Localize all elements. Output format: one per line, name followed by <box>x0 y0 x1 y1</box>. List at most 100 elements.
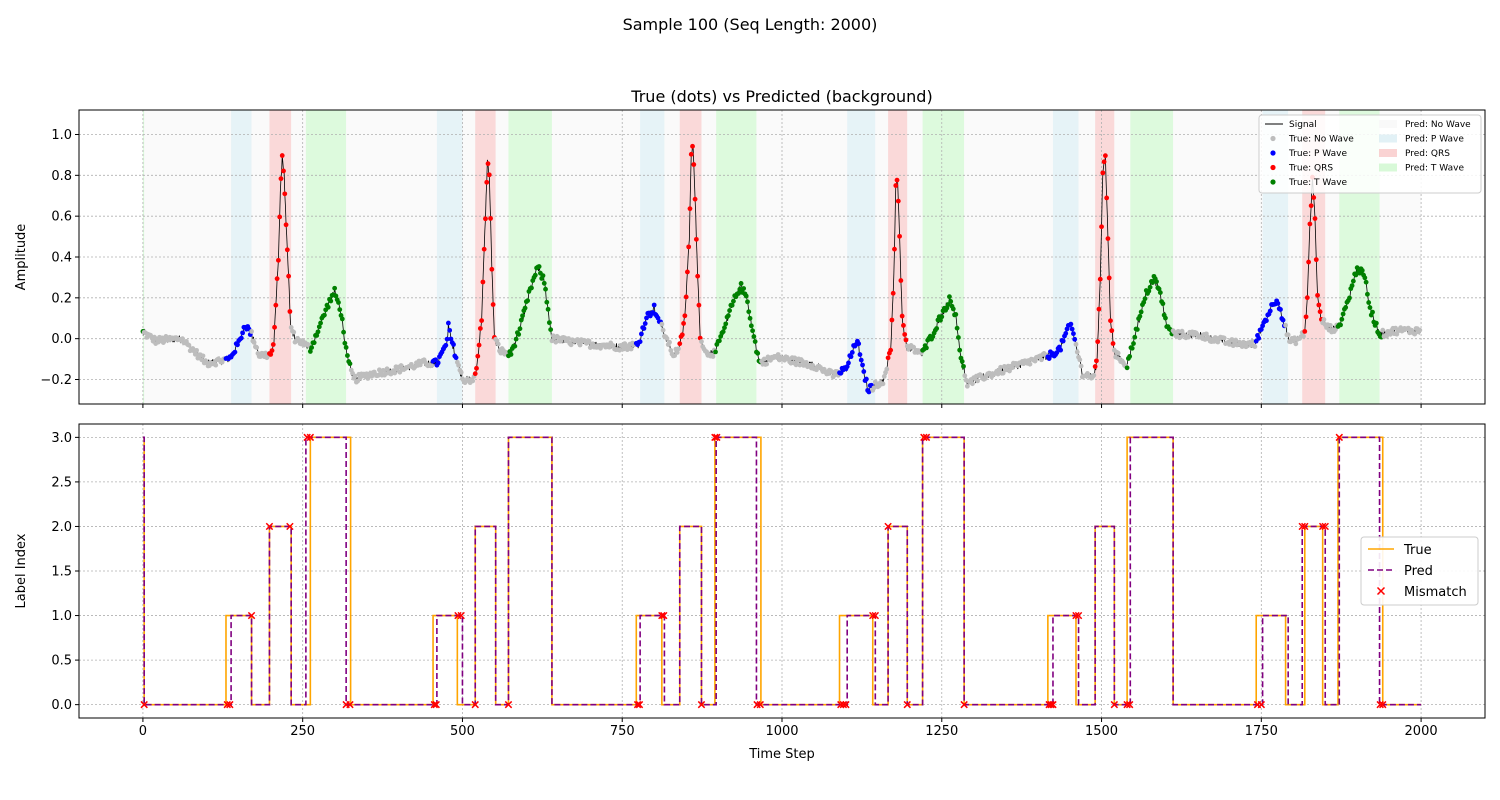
true-no-wave-dot <box>1293 341 1299 347</box>
true-no-wave-dot <box>624 347 630 353</box>
legend-label: Signal <box>1289 120 1317 130</box>
true-t-wave-dot <box>750 328 755 334</box>
true-no-wave-dot <box>995 371 1001 377</box>
true-p-wave-dot <box>1068 321 1074 327</box>
true-no-wave-dot <box>192 351 198 357</box>
true-p-wave-dot <box>655 315 661 321</box>
true-no-wave-dot <box>355 378 361 384</box>
signal-legend: Signal True: No Wave True: P Wave True: QRS… <box>1258 114 1482 194</box>
true-t-wave-dot <box>1124 365 1130 371</box>
y-tick-label: 3.0 <box>51 431 72 446</box>
true-qrs-dot <box>902 332 908 337</box>
mismatch-marker <box>432 700 440 709</box>
true-qrs-dot <box>899 313 905 319</box>
mismatch-marker <box>247 611 256 620</box>
mismatch-marker <box>1049 700 1057 709</box>
true-no-wave-dot <box>881 374 887 379</box>
true-no-wave-dot <box>710 354 716 359</box>
true-no-wave-dot <box>254 345 260 350</box>
true-t-wave-dot <box>347 361 353 367</box>
true-p-wave-dot <box>1058 347 1064 353</box>
true-t-wave-dot <box>713 349 718 355</box>
true-p-wave-dot <box>642 321 648 326</box>
mismatch-marker <box>660 611 668 620</box>
true-no-wave-dot <box>369 373 375 379</box>
mismatch-marker <box>713 433 721 442</box>
mismatch-marker <box>697 700 706 709</box>
true-no-wave-dot <box>1009 365 1015 371</box>
true-qrs-dot <box>270 342 276 347</box>
mismatch-marker <box>1123 700 1131 709</box>
true-no-wave-dot <box>566 336 571 341</box>
true-p-wave-dot <box>858 357 864 363</box>
mismatch-marker <box>457 611 465 620</box>
true-qrs-dot <box>486 172 492 178</box>
true-qrs-dot <box>273 302 279 308</box>
true-no-wave-dot <box>458 370 464 375</box>
true-no-wave-dot <box>456 362 462 368</box>
true-t-wave-dot <box>520 313 525 319</box>
true-no-wave-dot <box>676 346 681 352</box>
true-t-wave-dot <box>745 299 750 305</box>
true-t-wave-dot <box>1156 286 1162 292</box>
mismatch-marker <box>1379 700 1387 709</box>
true-p-wave-dot <box>849 350 855 355</box>
true-t-wave-dot <box>316 324 322 330</box>
true-t-wave-dot <box>1147 284 1153 290</box>
true-p-wave-dot <box>639 331 644 337</box>
true-p-wave-dot <box>238 335 244 341</box>
true-p-wave-dot <box>447 327 453 333</box>
label-axes: 0 250 500 750 1000 1250 1500 1750 2000 0.0 0.5 1.0 1… <box>14 423 1486 762</box>
true-t-wave-dot <box>934 326 940 331</box>
true-no-wave-dot <box>1039 357 1044 363</box>
true-no-wave-dot <box>495 341 501 347</box>
true-qrs-dot <box>474 365 479 371</box>
true-t-wave-dot <box>522 305 528 311</box>
true-no-wave-dot <box>291 329 297 335</box>
true-no-wave-dot <box>194 347 199 353</box>
true-no-wave-dot <box>1115 350 1121 356</box>
true-no-wave-dot <box>793 362 799 368</box>
true-t-wave-dot <box>525 298 531 304</box>
true-qrs-dot <box>475 353 481 359</box>
y-tick-label: 2.0 <box>51 520 72 535</box>
true-t-wave-dot <box>939 314 945 320</box>
x-tick-label: 750 <box>610 724 635 739</box>
true-t-wave-dot <box>1154 279 1159 284</box>
mismatch-marker <box>839 700 848 709</box>
legend-label: True: QRS <box>1288 164 1333 174</box>
true-t-wave-dot <box>1137 313 1143 319</box>
y-tick-label: −0.2 <box>40 373 72 388</box>
true-qrs-dot <box>1306 259 1312 265</box>
true-no-wave-dot <box>186 342 192 348</box>
true-no-wave-dot <box>659 321 665 327</box>
true-p-wave-dot <box>444 336 450 342</box>
true-qrs-dot <box>1307 221 1313 227</box>
true-p-wave-dot <box>232 349 238 355</box>
true-qrs-dot <box>476 342 482 348</box>
true-t-wave-dot <box>1157 290 1163 295</box>
true-t-wave-dot <box>341 329 346 335</box>
true-qrs-dot <box>485 161 491 167</box>
axes-title: True (dots) vs Predicted (background) <box>630 87 932 106</box>
true-p-wave-dot <box>1264 318 1269 324</box>
true-t-wave-dot <box>736 291 741 296</box>
true-qrs-dot <box>901 323 906 328</box>
true-t-wave-dot <box>309 345 315 351</box>
true-qrs-dot <box>889 317 895 323</box>
true-no-wave-dot <box>1233 337 1239 343</box>
true-t-wave-dot <box>314 333 320 338</box>
mismatch-marker <box>633 700 642 709</box>
y-axis-label: Amplitude <box>14 224 29 291</box>
true-p-wave-dot <box>435 360 441 366</box>
mismatch-marker <box>226 700 234 709</box>
true-t-wave-dot <box>325 304 331 310</box>
true-no-wave-dot <box>668 348 674 353</box>
true-t-wave-dot <box>731 298 736 304</box>
pred-t-wave-band <box>508 110 552 404</box>
true-no-wave-dot <box>1417 327 1423 333</box>
true-no-wave-dot <box>964 383 970 389</box>
true-no-wave-dot <box>1333 327 1338 333</box>
true-no-wave-dot <box>288 325 294 330</box>
